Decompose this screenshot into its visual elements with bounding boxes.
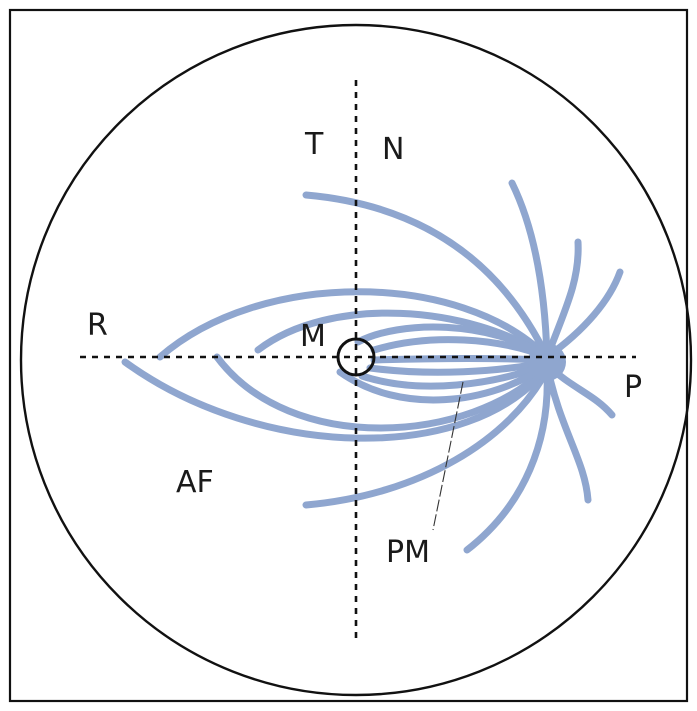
fiber-macula-straight xyxy=(370,355,551,364)
label-af: AF xyxy=(176,465,214,500)
label-m: M xyxy=(300,319,326,354)
fiber-upper-outer xyxy=(302,191,551,361)
fiber-lower-arc-r xyxy=(121,358,551,442)
fiber-macula-lower-3 xyxy=(336,361,551,404)
fovea-marker xyxy=(336,337,376,377)
label-t: T xyxy=(304,127,324,162)
fiber-radial-up-1 xyxy=(508,179,551,361)
fiber-macula-lower-2 xyxy=(358,360,551,390)
label-r: R xyxy=(87,308,108,343)
retina-outline xyxy=(19,23,693,697)
label-pm: PM xyxy=(386,535,430,570)
fiber-macula-upper-2 xyxy=(370,336,551,361)
fiber-bundles xyxy=(121,179,624,554)
fiber-upper-arc-r xyxy=(156,288,551,361)
outer-frame xyxy=(8,8,689,703)
fiber-pm-lower xyxy=(463,368,551,554)
optic-disc xyxy=(528,343,566,381)
fiber-macula-upper-1 xyxy=(354,323,551,361)
label-p: P xyxy=(624,370,642,405)
fiber-radial-up-2 xyxy=(543,238,582,361)
fiber-lower-arc-inner xyxy=(213,353,551,432)
label-n: N xyxy=(382,132,404,167)
fiber-lower-outer xyxy=(302,366,551,509)
fiber-radial-down-1 xyxy=(543,361,592,504)
pm-pointer-line xyxy=(432,381,464,531)
